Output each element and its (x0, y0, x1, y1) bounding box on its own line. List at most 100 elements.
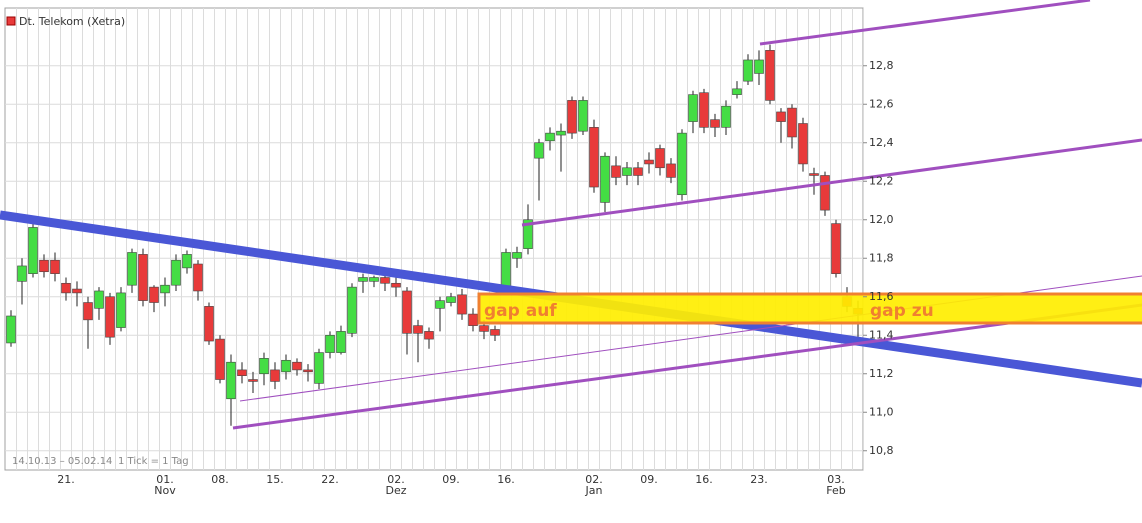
y-tick-label: 12,8 (869, 59, 894, 72)
candle-body (83, 302, 93, 321)
candle-body (413, 325, 423, 334)
candle-body (138, 254, 148, 301)
candle-body (149, 286, 159, 303)
y-tick-label: 12,2 (869, 174, 894, 187)
candle-body (809, 173, 819, 176)
candle-body (787, 107, 797, 138)
candle-body (358, 277, 368, 282)
candle-body (116, 292, 126, 328)
candle-body (336, 331, 346, 353)
x-tick-label: 09. (640, 473, 658, 486)
gap-label: gap auf (484, 301, 557, 321)
candle-body (424, 331, 434, 340)
candle-body (655, 148, 665, 169)
x-tick-label: 02. (585, 473, 603, 486)
candle-body (435, 300, 445, 309)
candle-body (534, 142, 544, 159)
channel-line (521, 138, 1142, 227)
x-tick-label: 16. (497, 473, 515, 486)
candle-body (281, 359, 291, 373)
candle-body (204, 306, 214, 342)
candle-body (105, 296, 115, 338)
candle-body (567, 100, 577, 134)
candle-body (28, 227, 38, 274)
candle-body (193, 263, 203, 292)
channel-line (759, 0, 1091, 46)
y-tick-label: 12,6 (869, 97, 894, 110)
candle-body (479, 325, 489, 332)
candle-body (402, 290, 412, 334)
x-month-label: Feb (826, 484, 845, 497)
candle-body (303, 369, 313, 373)
candle-body (556, 130, 566, 136)
candle-body (600, 155, 610, 203)
candle-body (611, 165, 621, 178)
gap-box (477, 292, 1142, 325)
candle-body (380, 277, 390, 284)
candle-body (72, 288, 82, 294)
x-tick-label: 01. (156, 473, 174, 486)
x-month-label: Jan (585, 484, 603, 497)
candle-body (501, 252, 511, 288)
x-tick-label: 16. (695, 473, 713, 486)
candle-body (61, 282, 71, 294)
candle-body (710, 119, 720, 128)
y-tick-label: 10,8 (869, 444, 894, 457)
candle-body (50, 259, 60, 274)
candle-body (776, 111, 786, 122)
candle-body (666, 163, 676, 178)
candle-body (6, 315, 16, 344)
candle-body (248, 379, 258, 382)
candle-body (182, 254, 192, 269)
candle-body (743, 59, 753, 82)
candle-body (347, 286, 357, 334)
x-tick-label: 02. (387, 473, 405, 486)
legend-label: Dt. Telekom (Xetra) (19, 15, 125, 28)
candles (6, 44, 863, 426)
grid (5, 8, 864, 470)
candle-body (578, 100, 588, 132)
x-tick-label: 08. (211, 473, 229, 486)
x-tick-label: 03. (827, 473, 845, 486)
x-month-label: Nov (154, 484, 176, 497)
candle-body (259, 358, 269, 375)
x-tick-label: 15. (266, 473, 284, 486)
candle-body (765, 50, 775, 101)
candle-body (754, 59, 764, 74)
x-tick-label: 21. (57, 473, 75, 486)
candle-body (17, 265, 27, 282)
candle-body (589, 127, 599, 188)
candle-body (292, 361, 302, 371)
y-tick-label: 11,8 (869, 251, 894, 264)
candle-body (688, 94, 698, 122)
candle-body (545, 132, 555, 142)
y-tick-label: 11,0 (869, 405, 894, 418)
channel-line (232, 303, 1142, 430)
y-tick-label: 12,4 (869, 136, 894, 149)
candle-body (226, 361, 236, 400)
candle-body (677, 132, 687, 196)
y-tick-label: 11,4 (869, 328, 894, 341)
candle-body (391, 282, 401, 288)
candle-body (622, 167, 632, 176)
candle-body (39, 259, 49, 273)
candle-body (699, 92, 709, 128)
candle-body (468, 313, 478, 326)
x-month-label: Dez (385, 484, 406, 497)
candle-body (237, 369, 247, 376)
x-tick-label: 09. (442, 473, 460, 486)
candle-body (127, 252, 137, 286)
candle-body (732, 88, 742, 95)
legend-swatch (6, 16, 16, 26)
candle-body (171, 259, 181, 286)
x-tick-label: 23. (750, 473, 768, 486)
gap-label: gap zu (870, 301, 934, 321)
candle-body (490, 329, 500, 336)
candle-body (94, 290, 104, 309)
candle-body (798, 123, 808, 165)
candle-body (325, 334, 335, 353)
tick-note: 1 Tick = 1 Tag (118, 456, 189, 467)
x-tick-label: 22. (321, 473, 339, 486)
